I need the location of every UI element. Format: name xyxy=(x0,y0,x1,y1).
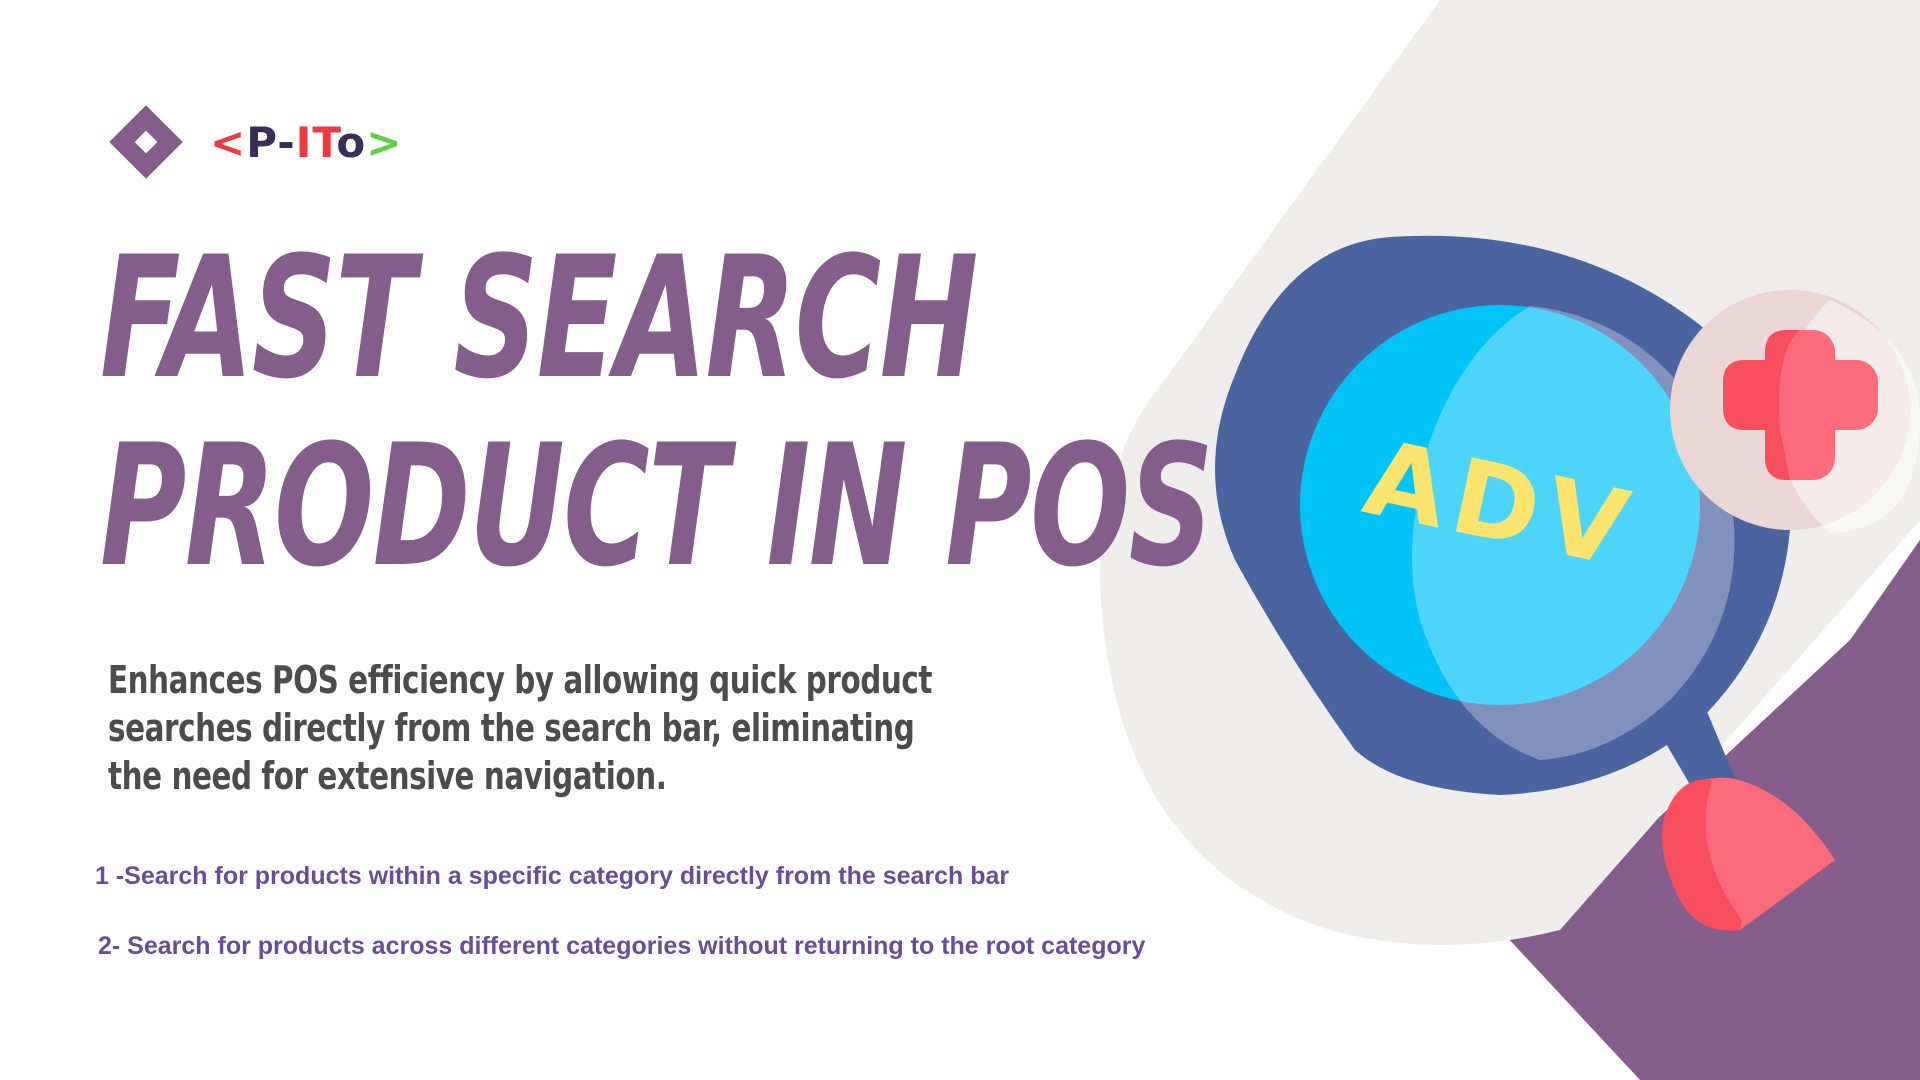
feature-item-1: 1 -Search for products within a specific… xyxy=(95,862,1010,890)
magnifier-grip-shade xyxy=(1662,779,1742,931)
description: Enhances POS efficiency by allowing quic… xyxy=(108,658,933,798)
magnifier-icon: ADV xyxy=(1215,235,1920,931)
brand-logo: <P-ITo> xyxy=(108,104,402,180)
page-title-line-2: PRODUCT IN POS xyxy=(100,408,1214,604)
diamond-icon xyxy=(109,105,183,179)
feature-item-2: 2- Search for products across different … xyxy=(98,932,1146,960)
page-title: FAST SEARCH PRODUCT IN POS xyxy=(100,220,1214,604)
brand-name: <P-ITo> xyxy=(210,117,403,167)
plus-icon xyxy=(1723,330,1878,480)
magnifier-lens xyxy=(1300,305,1700,705)
magnifier-lens-highlight xyxy=(1412,306,1735,760)
page-title-line-1: FAST SEARCH xyxy=(100,220,978,416)
